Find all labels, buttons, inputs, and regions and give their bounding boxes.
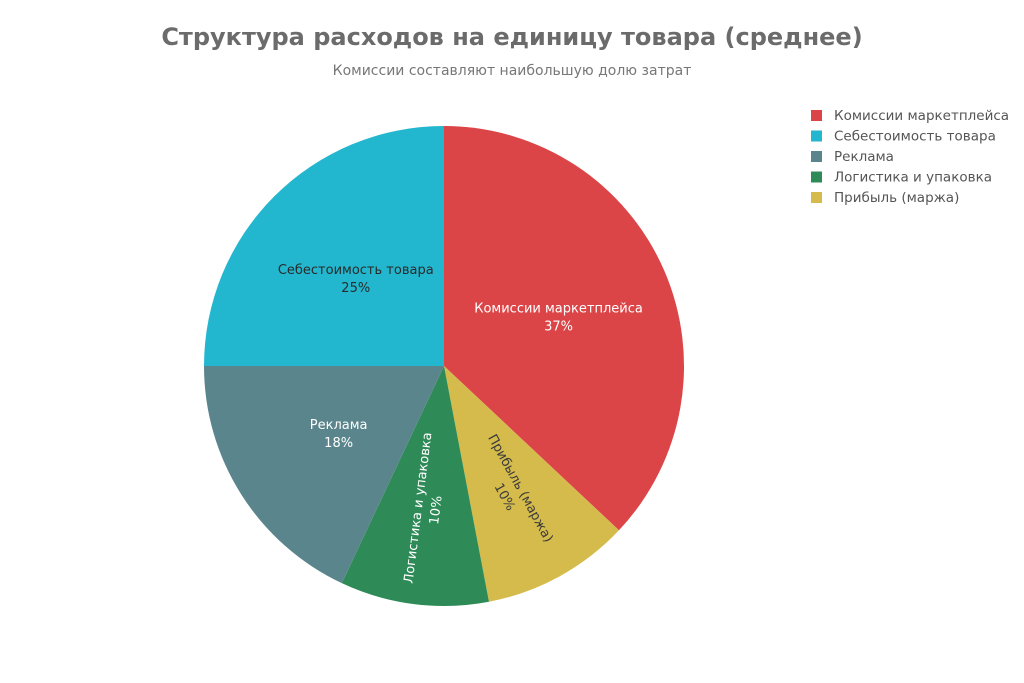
legend-label: Прибыль (маржа) bbox=[834, 190, 959, 206]
legend: Комиссии маркетплейса Себестоимость товар… bbox=[811, 108, 1009, 206]
pie-slice-реклама bbox=[204, 366, 444, 584]
pie-slices bbox=[204, 126, 684, 606]
legend-item-логистика-и-упаковка: Логистика и упаковка bbox=[811, 170, 992, 186]
slice-value-label: 25% bbox=[341, 281, 370, 296]
legend-label: Реклама bbox=[834, 149, 894, 165]
slice-name-label: Комиссии маркетплейса bbox=[474, 301, 643, 316]
slice-value-label: 10% bbox=[427, 495, 446, 526]
legend-swatch bbox=[811, 130, 822, 142]
legend-swatch bbox=[811, 151, 822, 162]
pie-slice-комиссии-маркетплейса bbox=[444, 126, 684, 531]
slice-value-label: 37% bbox=[544, 319, 573, 334]
legend-label: Себестоимость товара bbox=[834, 129, 996, 145]
legend-item-комиссии-маркетплейса: Комиссии маркетплейса bbox=[811, 108, 1009, 124]
legend-item-себестоимость-товара: Себестоимость товара bbox=[811, 129, 996, 145]
pie-slice-логистика-и-упаковка bbox=[341, 366, 489, 606]
legend-label: Комиссии маркетплейса bbox=[834, 108, 1009, 124]
legend-swatch bbox=[811, 171, 822, 183]
pie-slice-прибыль-маржа bbox=[444, 366, 619, 602]
pie-label-реклама: Реклама 18% bbox=[310, 418, 368, 451]
slice-value-label: 18% bbox=[324, 436, 353, 451]
pie-label-комиссии-маркетплейса: Комиссии маркетплейса 37% bbox=[474, 301, 643, 334]
legend-swatch bbox=[811, 192, 822, 203]
chart-subtitle: Комиссии составляют наибольшую долю затр… bbox=[333, 63, 692, 79]
legend-item-прибыль-маржа: Прибыль (маржа) bbox=[811, 190, 959, 206]
legend-label: Логистика и упаковка bbox=[834, 170, 992, 186]
pie-slice-себестоимость-товара bbox=[204, 126, 444, 366]
legend-swatch bbox=[811, 110, 822, 121]
chart-title: Структура расходов на единицу товара (ср… bbox=[161, 23, 862, 51]
slice-name-label: Реклама bbox=[310, 418, 368, 433]
slice-name-label: Себестоимость товара bbox=[278, 263, 434, 278]
legend-item-реклама: Реклама bbox=[811, 149, 894, 165]
pie-label-себестоимость-товара: Себестоимость товара 25% bbox=[278, 263, 434, 296]
